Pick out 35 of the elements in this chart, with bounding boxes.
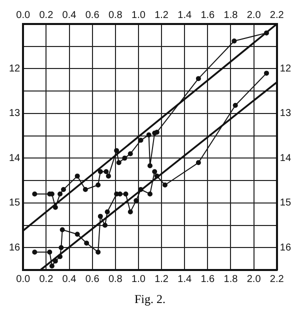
x-tick-label: 0.8 <box>108 10 123 21</box>
x2-tick-label: 0.2 <box>39 274 54 285</box>
x2-tick-label: 1.8 <box>224 274 238 285</box>
x-tick-label: 0.4 <box>62 10 77 21</box>
x2-tick-label: 2.2 <box>270 274 284 285</box>
x-tick-label: 0.2 <box>39 10 54 21</box>
y2-tick-label: 13 <box>280 108 292 120</box>
x-tick-label: 0.6 <box>85 10 100 21</box>
x2-tick-label: 1.4 <box>178 274 192 285</box>
x2-tick-label: 0.6 <box>85 274 100 285</box>
x-tick-label: 1.6 <box>200 10 216 21</box>
y-tick-label: 13 <box>9 108 21 120</box>
x2-tick-label: 1.6 <box>200 274 216 285</box>
y-tick-label: 16 <box>9 242 21 254</box>
x2-tick-label: 1.0 <box>132 274 146 285</box>
y-tick-label: 14 <box>9 152 21 164</box>
x2-tick-label: 1.2 <box>154 274 169 285</box>
x2-tick-label: 0.0 <box>16 274 31 285</box>
x2-tick-label: 0.4 <box>62 274 77 285</box>
x-tick-label: 0.0 <box>16 10 31 21</box>
y-tick-label: 12 <box>9 63 21 74</box>
x-tick-label: 1.0 <box>132 10 146 21</box>
x2-tick-label: 0.8 <box>108 274 123 285</box>
y-tick-label: 15 <box>9 198 21 209</box>
x-tick-label: 1.2 <box>154 10 169 21</box>
y2-tick-label: 14 <box>280 152 292 164</box>
x2-tick-label: 2.0 <box>246 274 262 285</box>
x-tick-label: 2.2 <box>270 10 284 21</box>
x-tick-label: 2.0 <box>246 10 262 21</box>
y2-tick-label: 15 <box>280 198 292 209</box>
x-tick-label: 1.8 <box>224 10 238 21</box>
y2-tick-label: 12 <box>280 63 292 74</box>
caption: Fig. 2. <box>133 292 166 307</box>
y2-tick-label: 16 <box>280 242 292 254</box>
x-tick-label: 1.4 <box>178 10 192 21</box>
